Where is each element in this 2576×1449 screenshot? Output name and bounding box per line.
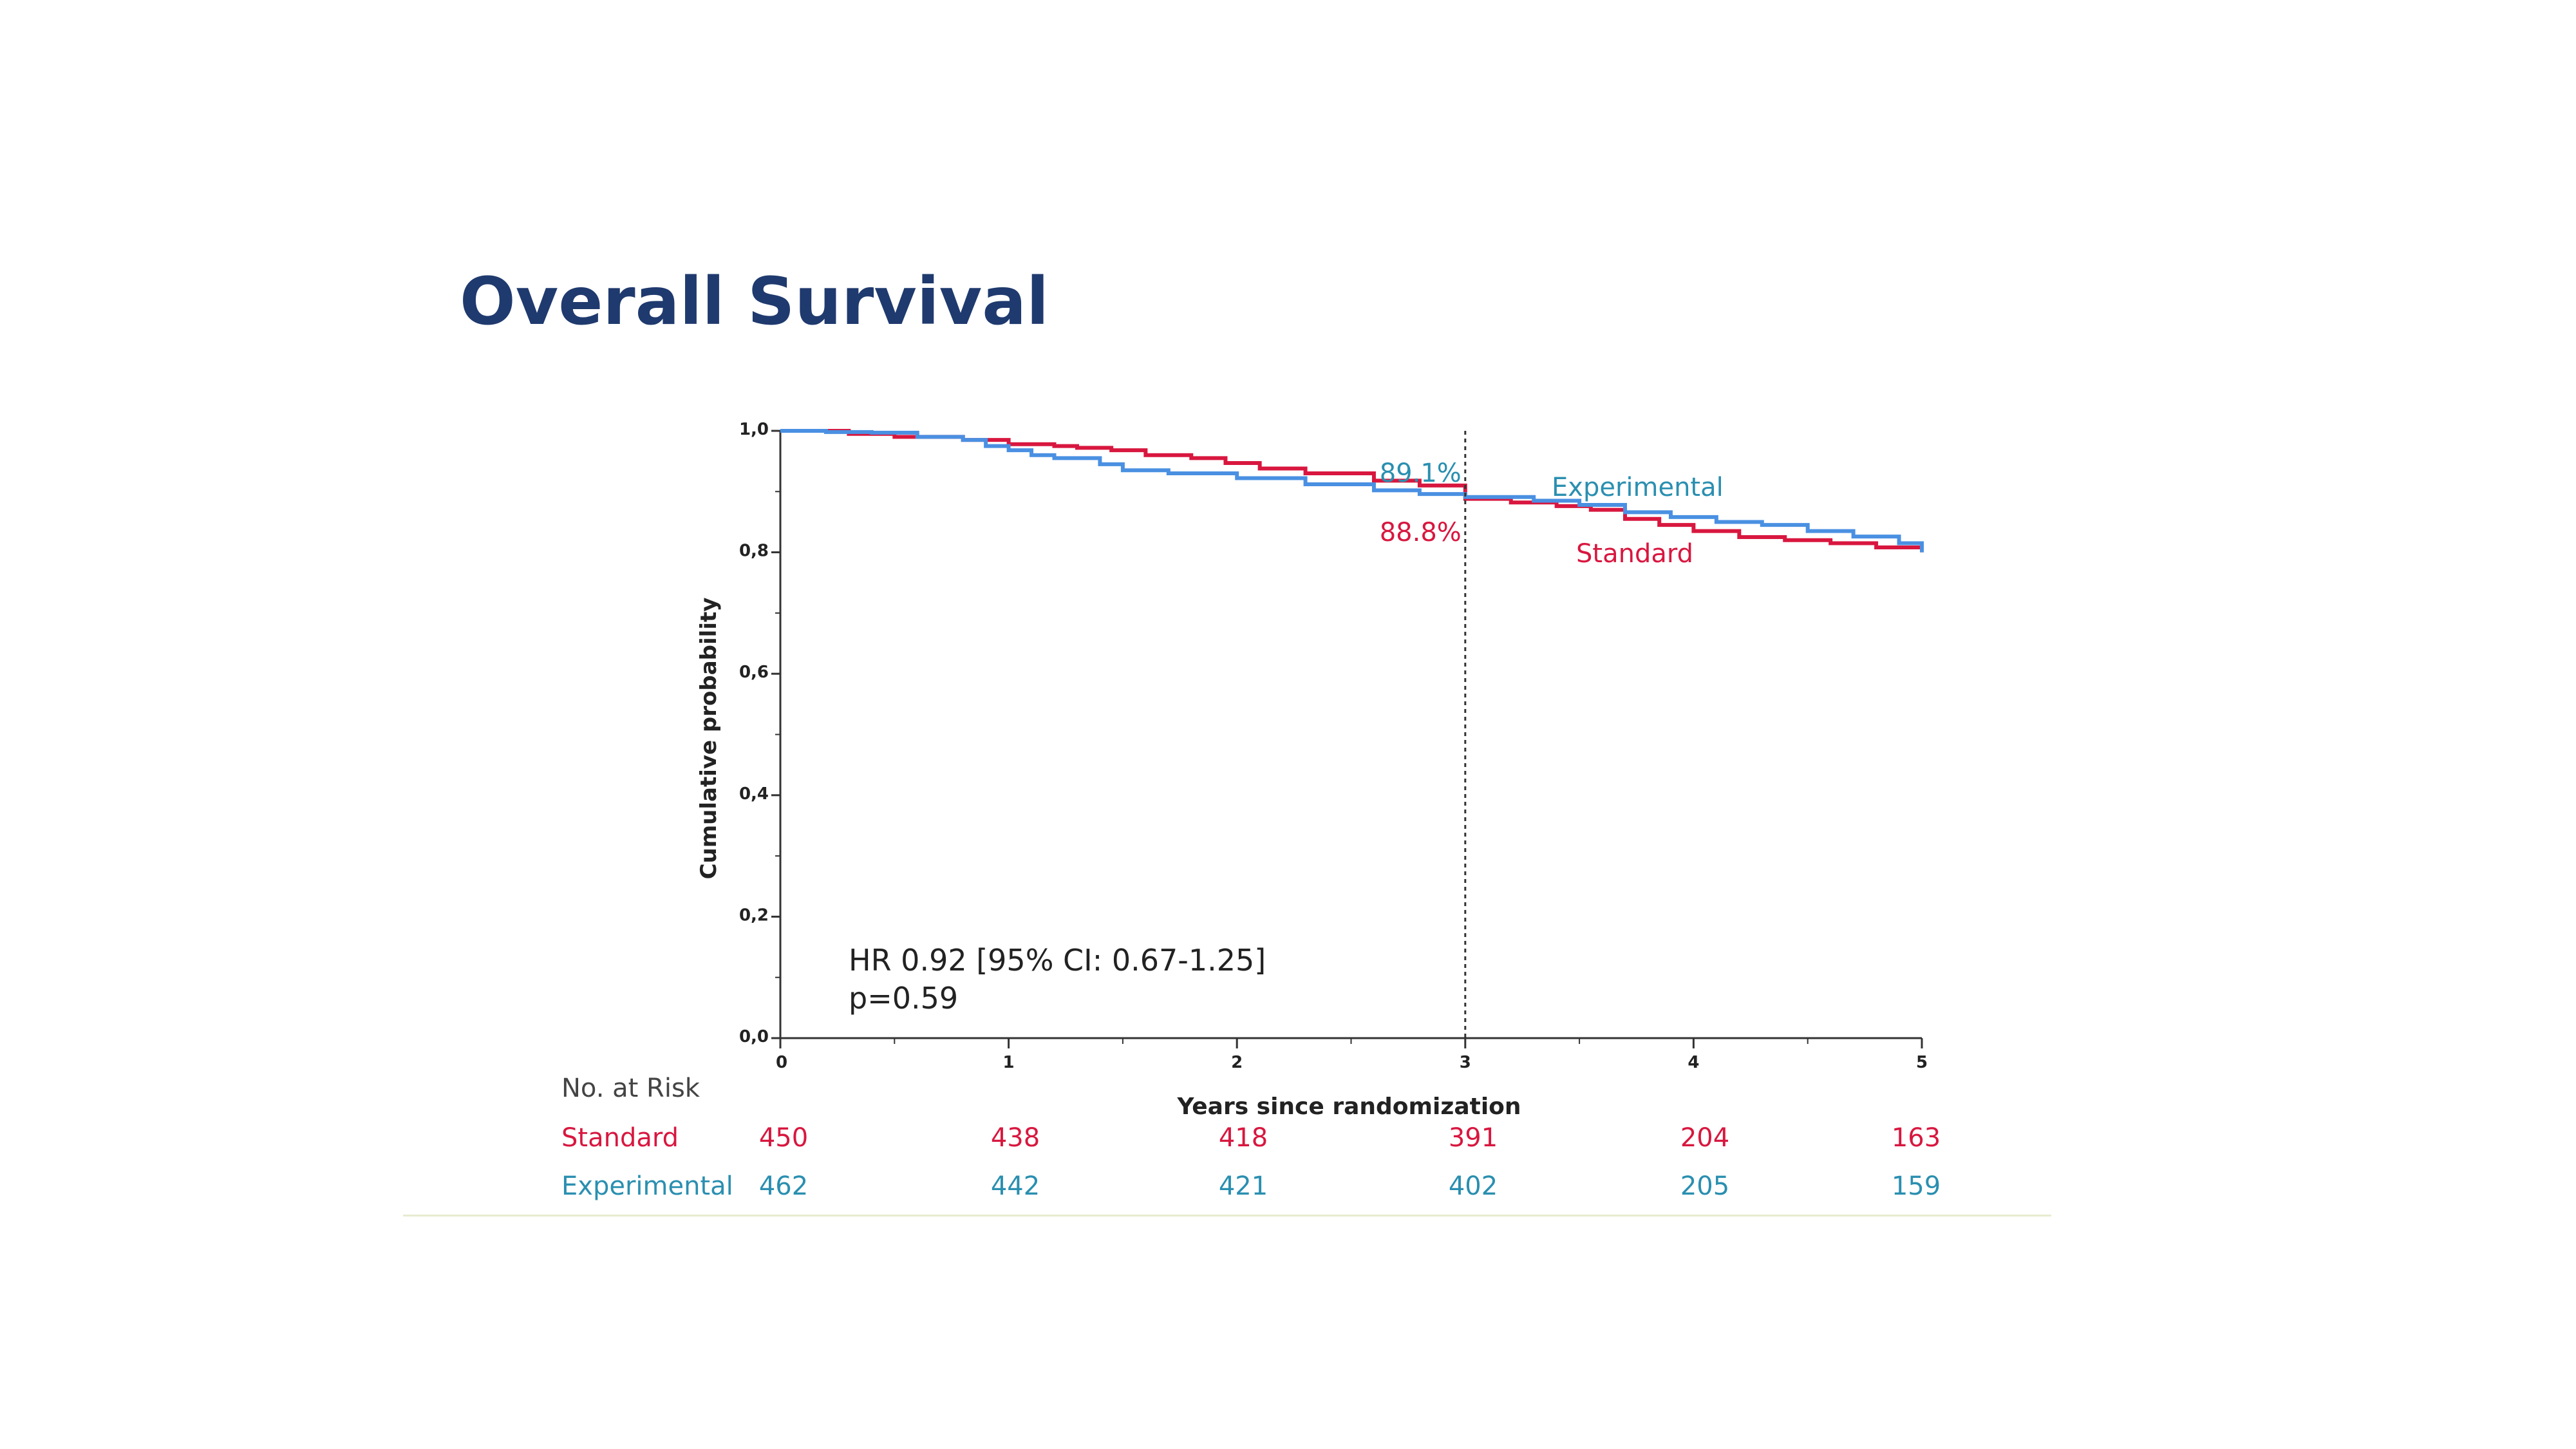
at-risk-value: 438 <box>990 1123 1040 1153</box>
y-tick-label: 0,2 <box>739 905 769 925</box>
y-tick-label: 1,0 <box>739 420 769 439</box>
y-axis-label: Cumulative probability <box>696 598 722 880</box>
x-tick-label: 0 <box>776 1053 787 1072</box>
x-tick-label: 4 <box>1688 1053 1699 1072</box>
y-tick-label: 0,6 <box>739 663 769 682</box>
y-tick-label: 0,4 <box>739 784 769 804</box>
experimental-percentage-label: 89.1% <box>1380 459 1462 488</box>
at-risk-row-label-standard: Standard <box>561 1123 679 1153</box>
at-risk-row-label-experimental: Experimental <box>561 1171 733 1201</box>
standard-series-label: Standard <box>1576 539 1693 569</box>
at-risk-value: 402 <box>1448 1171 1498 1201</box>
at-risk-value: 442 <box>990 1171 1040 1201</box>
at-risk-value: 204 <box>1680 1123 1730 1153</box>
hazard-ratio-text: HR 0.92 [95% CI: 0.67-1.25] <box>849 943 1266 978</box>
footer-divider <box>403 1215 2051 1217</box>
at-risk-value: 450 <box>758 1123 809 1153</box>
at-risk-value: 163 <box>1891 1123 1941 1153</box>
p-value-text: p=0.59 <box>849 981 958 1016</box>
at-risk-value: 421 <box>1218 1171 1268 1201</box>
x-tick-label: 3 <box>1460 1053 1471 1072</box>
x-tick-label: 1 <box>1003 1053 1015 1072</box>
y-tick-label: 0,0 <box>739 1027 769 1046</box>
at-risk-title: No. at Risk <box>561 1074 700 1103</box>
series-line-standard <box>780 429 1924 553</box>
series-line-experimental <box>780 429 1924 553</box>
at-risk-value: 462 <box>758 1171 809 1201</box>
at-risk-value: 418 <box>1218 1123 1268 1153</box>
x-axis-label: Years since randomization <box>1176 1094 1521 1120</box>
at-risk-value: 391 <box>1448 1123 1498 1153</box>
at-risk-value: 159 <box>1891 1171 1941 1201</box>
at-risk-value: 205 <box>1680 1171 1730 1201</box>
slide-title: Overall Survival <box>460 263 1049 340</box>
y-tick-label: 0,8 <box>739 542 769 561</box>
x-tick-label: 2 <box>1231 1053 1243 1072</box>
experimental-series-label: Experimental <box>1552 473 1724 502</box>
chart-series <box>780 429 1924 553</box>
chart-ticks: 0,0 0,2 0,4 0,6 0,8 1,0 0 1 2 3 4 5 <box>739 420 1928 1072</box>
standard-percentage-label: 88.8% <box>1380 518 1462 547</box>
x-tick-label: 5 <box>1916 1053 1928 1072</box>
